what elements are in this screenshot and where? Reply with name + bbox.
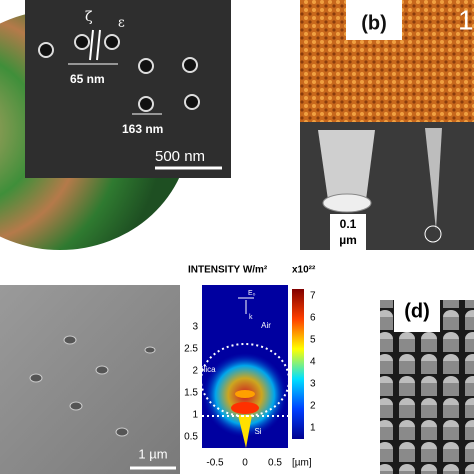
colorbar-tick: 1 (310, 423, 316, 434)
panel-d: (d) (380, 290, 474, 474)
holes (38, 34, 200, 112)
panel-b: (b) 1 0.1 µm (300, 0, 474, 250)
x-unit: [µm] (292, 458, 312, 469)
panel-c: 1 µm (0, 285, 180, 474)
colorbar-tick: 3 (310, 379, 316, 390)
label-zeta: ζ (85, 9, 93, 25)
label-box (346, 0, 402, 40)
sem-inset (25, 0, 231, 178)
colorbar-tick: 7 (310, 291, 316, 302)
multiplier: x10²² (292, 265, 316, 276)
y-tick-label: 1.5 (184, 388, 198, 399)
colorbar-tick: 2 (310, 401, 316, 412)
wavevector-label: k (249, 314, 253, 321)
label-box (394, 290, 440, 332)
panel-a: ζ ε 65 nm 163 nm 500 nm (0, 0, 231, 250)
x-tick-label: -0.5 (206, 458, 224, 469)
y-tick-label: 3 (192, 322, 198, 333)
label-epsilon: ε (118, 16, 125, 31)
region-label: Silica (196, 365, 216, 374)
y-tick-label: 0.5 (184, 432, 198, 443)
colorbar-tick: 4 (310, 357, 316, 368)
scale-bar-label: 1 µm (138, 446, 167, 461)
y-tick-label: 1 (192, 410, 198, 421)
map-title: INTENSITY W/m² (188, 265, 268, 276)
field-label: E₀ (248, 290, 256, 297)
gap-label: 65 nm (70, 72, 105, 86)
intensity-map: INTENSITY W/m² x10²² E₀ k 7 6 5 4 3 2 1 3 2.5 2 1.… (184, 265, 316, 469)
x-tick-label: 0.5 (268, 458, 282, 469)
region-label: Si (254, 427, 261, 436)
region-label: Air (261, 321, 271, 330)
panel-label: (b) (361, 12, 387, 34)
x-tick-label: 0 (242, 458, 248, 469)
tip-scale: 0.1 (340, 217, 357, 231)
colorbar (292, 289, 304, 439)
pitch-label: 163 nm (122, 122, 163, 136)
scale-bar-label: 500 nm (155, 148, 205, 165)
panel-label: (d) (404, 300, 430, 322)
y-tick-label: 2 (192, 366, 198, 377)
colorbar-tick: 5 (310, 335, 316, 346)
corner-number: 1 (458, 4, 474, 35)
tip-scale-unit: µm (339, 233, 357, 247)
colorbar-tick: 6 (310, 313, 316, 324)
y-tick-label: 2.5 (184, 344, 198, 355)
